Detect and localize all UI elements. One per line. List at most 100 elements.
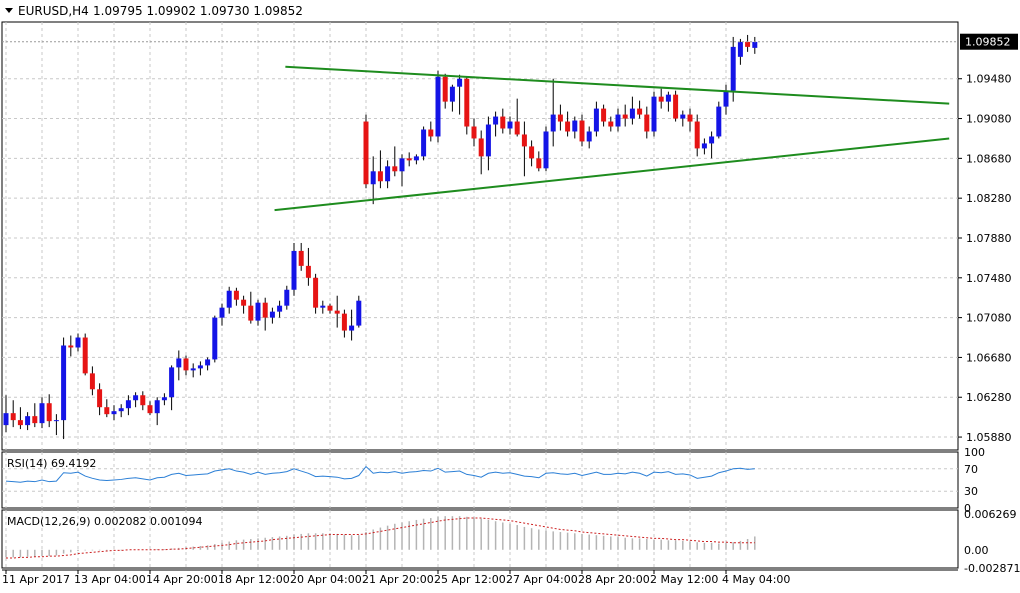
candle-body bbox=[521, 134, 527, 147]
macd-layer: 0.006269 0.00 -0.002871 bbox=[5, 508, 1020, 575]
candle-body bbox=[514, 121, 520, 135]
candle-body bbox=[709, 136, 715, 144]
time-axis: 11 Apr 2017 13 Apr 04:00 14 Apr 20:00 18 Ap… bbox=[2, 570, 790, 586]
candle-body bbox=[248, 305, 254, 321]
candle-body bbox=[212, 317, 218, 360]
candle-body bbox=[673, 94, 679, 119]
macd-tick-label: 0.00 bbox=[964, 544, 989, 557]
price-tick-label: 1.07480 bbox=[966, 272, 1012, 285]
candle-body bbox=[550, 114, 556, 132]
candle-body bbox=[536, 158, 542, 169]
candle-body bbox=[3, 413, 9, 426]
macd-label: MACD(12,26,9) 0.002082 0.001094 bbox=[7, 515, 203, 528]
macd-panel-frame bbox=[1, 509, 959, 569]
lower-trendline[interactable] bbox=[274, 137, 950, 212]
time-tick-label: 18 Apr 12:00 bbox=[218, 573, 290, 586]
candle-body bbox=[385, 166, 391, 182]
candle-body bbox=[68, 345, 74, 348]
candle-body bbox=[377, 171, 383, 182]
candle-body bbox=[500, 116, 506, 129]
price-tick-label: 1.05880 bbox=[966, 431, 1012, 444]
price-tick-label: 1.07080 bbox=[966, 312, 1012, 325]
candle-body bbox=[284, 289, 290, 306]
candle-body bbox=[363, 121, 369, 185]
candle-body bbox=[334, 310, 340, 314]
rsi-line bbox=[5, 465, 755, 483]
candle-body bbox=[428, 129, 434, 137]
panel-frames bbox=[1, 21, 959, 571]
candle-body bbox=[133, 395, 139, 401]
time-tick-label: 13 Apr 04:00 bbox=[74, 573, 146, 586]
candle-body bbox=[75, 337, 81, 348]
candle-body bbox=[183, 358, 189, 371]
candle-body bbox=[565, 121, 571, 132]
candle-body bbox=[341, 313, 347, 331]
candle-body bbox=[17, 420, 23, 426]
symbol-label: EURUSD,H4 bbox=[18, 4, 89, 18]
candle-body bbox=[97, 389, 103, 408]
rsi-level-label: 70 bbox=[964, 463, 978, 476]
candle-body bbox=[421, 129, 427, 157]
rsi-level-label: 100 bbox=[964, 446, 985, 459]
current-price-tag bbox=[960, 33, 1018, 50]
time-tick-label: 28 Apr 20:00 bbox=[578, 573, 650, 586]
rsi-label: RSI(14) 69.4192 bbox=[7, 457, 96, 470]
candle-body bbox=[680, 114, 686, 119]
candle-body bbox=[190, 368, 196, 371]
candle-body bbox=[629, 108, 635, 119]
candle-body bbox=[89, 373, 95, 390]
time-tick-label: 25 Apr 12:00 bbox=[434, 573, 506, 586]
candle-body bbox=[579, 120, 585, 142]
candle-body bbox=[622, 114, 628, 119]
candle-body bbox=[658, 96, 664, 102]
candle-body bbox=[651, 96, 657, 132]
upper-trendline[interactable] bbox=[285, 65, 950, 105]
candle-body bbox=[413, 156, 419, 161]
time-tick-label: 14 Apr 20:00 bbox=[146, 573, 218, 586]
candle-body bbox=[356, 300, 362, 326]
trendlines-layer[interactable] bbox=[274, 65, 950, 212]
candle-body bbox=[507, 121, 513, 129]
macd-signal-line bbox=[6, 517, 755, 559]
candle-body bbox=[615, 114, 621, 127]
candle-body bbox=[298, 250, 304, 266]
rsi-layer: 100 70 30 0 bbox=[2, 446, 985, 515]
price-tick-label: 1.06280 bbox=[966, 391, 1012, 404]
time-tick-label: 21 Apr 20:00 bbox=[362, 573, 434, 586]
candle-body bbox=[82, 337, 88, 374]
price-tick-label: 1.07880 bbox=[966, 232, 1012, 245]
time-tick-label: 20 Apr 04:00 bbox=[290, 573, 362, 586]
candle-body bbox=[701, 143, 707, 149]
candle-body bbox=[406, 158, 412, 161]
candle-body bbox=[255, 302, 261, 321]
main-panel-frame bbox=[1, 21, 959, 451]
candle-body bbox=[442, 76, 448, 102]
candle-body bbox=[593, 108, 599, 132]
price-tick-label: 1.08680 bbox=[966, 152, 1012, 165]
current-price-layer: 1.09852 bbox=[2, 33, 1018, 50]
candle-body bbox=[176, 358, 182, 368]
grid-layer bbox=[2, 22, 958, 568]
candle-body bbox=[219, 307, 225, 318]
candle-body bbox=[464, 78, 470, 127]
macd-tick-label: 0.006269 bbox=[964, 508, 1017, 521]
candle-body bbox=[449, 86, 455, 102]
candle-body bbox=[305, 265, 311, 278]
candle-body bbox=[752, 41, 758, 48]
candle-body bbox=[61, 345, 67, 421]
candle-body bbox=[291, 250, 297, 290]
candle-body bbox=[737, 41, 743, 57]
time-tick-label: 4 May 04:00 bbox=[722, 573, 790, 586]
rsi-panel-frame bbox=[1, 451, 959, 509]
collapse-triangle-icon[interactable] bbox=[5, 8, 13, 13]
rsi-level-label: 0 bbox=[964, 502, 971, 515]
candle-body bbox=[608, 121, 614, 127]
candle-body bbox=[104, 407, 110, 415]
candle-body bbox=[745, 41, 751, 47]
candle-body bbox=[233, 290, 239, 300]
candle-body bbox=[349, 325, 355, 331]
candle-body bbox=[169, 367, 175, 398]
current-price-label: 1.09852 bbox=[965, 36, 1011, 49]
candle-body bbox=[478, 138, 484, 157]
